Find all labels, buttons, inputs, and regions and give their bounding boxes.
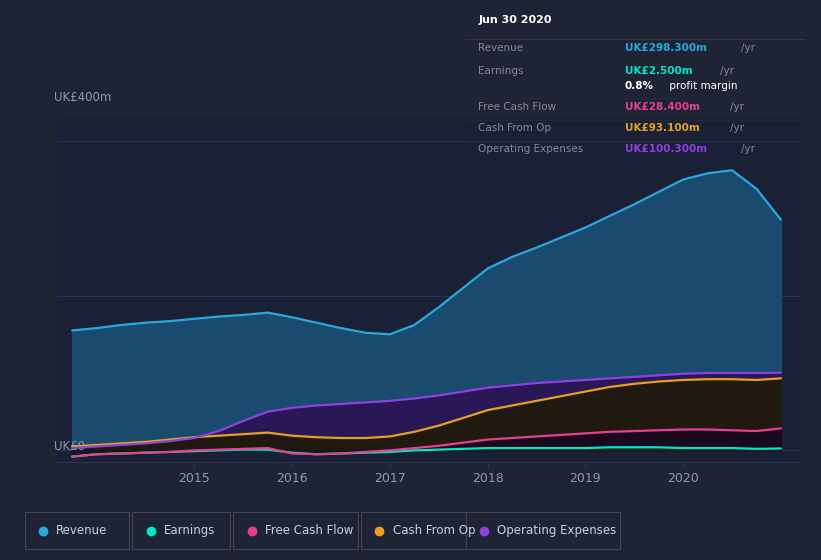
Text: /yr: /yr (741, 144, 754, 155)
FancyBboxPatch shape (466, 512, 621, 549)
Text: /yr: /yr (741, 43, 754, 53)
Text: UK£28.400m: UK£28.400m (625, 102, 699, 112)
Text: Operating Expenses: Operating Expenses (479, 144, 584, 155)
Text: /yr: /yr (720, 66, 734, 76)
Text: /yr: /yr (731, 102, 745, 112)
Text: UK£0: UK£0 (53, 440, 85, 454)
FancyBboxPatch shape (233, 512, 358, 549)
Text: Cash From Op: Cash From Op (393, 524, 475, 537)
Text: UK£400m: UK£400m (53, 91, 111, 104)
Text: Operating Expenses: Operating Expenses (498, 524, 617, 537)
Text: Free Cash Flow: Free Cash Flow (479, 102, 557, 112)
Text: Revenue: Revenue (479, 43, 524, 53)
Text: profit margin: profit margin (666, 81, 737, 91)
Text: 0.8%: 0.8% (625, 81, 654, 91)
Text: UK£100.300m: UK£100.300m (625, 144, 707, 155)
Text: Jun 30 2020: Jun 30 2020 (479, 15, 552, 25)
FancyBboxPatch shape (132, 512, 230, 549)
Text: Earnings: Earnings (479, 66, 524, 76)
Text: UK£2.500m: UK£2.500m (625, 66, 692, 76)
Text: UK£93.100m: UK£93.100m (625, 123, 699, 133)
Text: Cash From Op: Cash From Op (479, 123, 552, 133)
Text: Earnings: Earnings (164, 524, 215, 537)
FancyBboxPatch shape (25, 512, 129, 549)
Text: /yr: /yr (731, 123, 745, 133)
Text: UK£298.300m: UK£298.300m (625, 43, 707, 53)
Text: Revenue: Revenue (57, 524, 108, 537)
FancyBboxPatch shape (361, 512, 466, 549)
Text: Free Cash Flow: Free Cash Flow (265, 524, 353, 537)
